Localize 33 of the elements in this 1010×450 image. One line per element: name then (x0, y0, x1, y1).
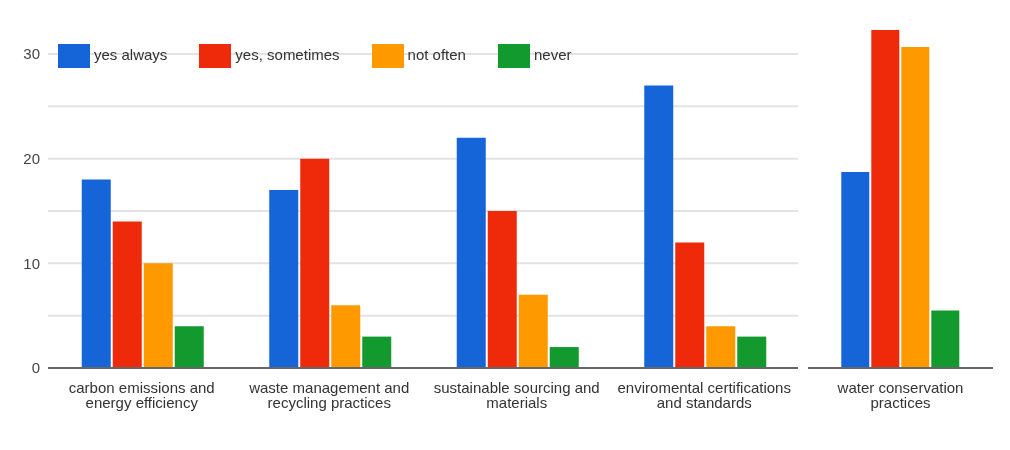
bar (518, 294, 548, 368)
x-tick-label: carbon emissions and energy efficiency (68, 378, 215, 411)
x-tick-label: sustainable sourcing and materials (433, 378, 600, 411)
bar (675, 242, 705, 368)
bar (174, 326, 204, 368)
bar (362, 336, 392, 368)
legend-label: not often (407, 45, 466, 63)
y-tick-label: 30 (23, 45, 40, 63)
bar (706, 326, 736, 368)
bar (143, 263, 173, 368)
bar (269, 190, 299, 368)
x-tick-label: enviromental certifications and standards (617, 378, 791, 411)
bar (931, 310, 960, 368)
x-tick-label: water conservation practices (836, 378, 964, 411)
bar (644, 85, 674, 368)
bar (456, 137, 486, 368)
x-tick-label: waste management and recycling practices (248, 378, 410, 411)
legend-label: never (533, 45, 572, 63)
bar (901, 46, 930, 368)
bar (841, 171, 870, 368)
legend-label: yes always (94, 45, 168, 63)
bar (549, 347, 579, 368)
bar (112, 221, 142, 368)
bar (737, 336, 767, 368)
y-tick-label: 20 (23, 149, 40, 167)
bar (487, 211, 517, 368)
bar (871, 30, 900, 368)
legend-label: yes, sometimes (235, 45, 340, 63)
y-tick-label: 10 (23, 254, 40, 272)
y-tick-label: 0 (31, 359, 40, 377)
bar (331, 305, 361, 368)
bar (300, 158, 330, 368)
bar (81, 179, 111, 368)
